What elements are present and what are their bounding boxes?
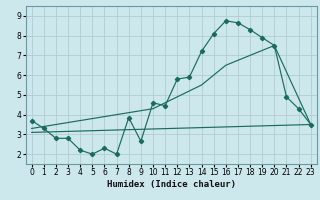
X-axis label: Humidex (Indice chaleur): Humidex (Indice chaleur) [107, 180, 236, 189]
